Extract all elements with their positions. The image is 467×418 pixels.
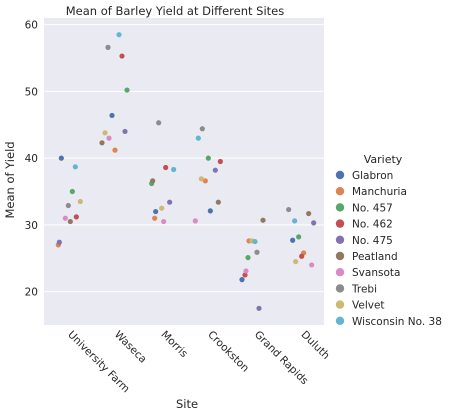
legend-marker: [335, 284, 345, 293]
data-point-no-457: [296, 234, 302, 240]
data-point-no-462: [119, 53, 125, 59]
data-point-svansota: [243, 268, 249, 274]
legend-title: Variety: [364, 153, 403, 166]
data-point-glabron: [290, 237, 296, 243]
y-axis-label: Mean of Yield: [3, 141, 17, 218]
data-point-velvet: [77, 198, 83, 205]
data-point-trebi: [65, 202, 71, 209]
legend-label: Svansota: [352, 267, 400, 279]
legend: Variety Glabron Manchuria No. 457 No. 462 No…: [335, 153, 442, 328]
legend-marker: [335, 235, 345, 244]
data-point-no-475: [256, 305, 262, 311]
x-axis-label: Site: [176, 397, 198, 411]
legend-label: No. 475: [352, 235, 393, 247]
data-point-svansota: [62, 215, 68, 221]
y-tick-label: 40: [25, 153, 38, 165]
data-point-svansota: [192, 218, 198, 224]
legend-label: Manchuria: [352, 186, 407, 198]
data-point-manchuria: [152, 215, 158, 221]
data-point-wisconsin-no-38: [171, 166, 177, 173]
y-tick-label: 60: [25, 20, 38, 32]
data-point-peatland: [306, 210, 312, 217]
y-tick-label: 30: [25, 220, 38, 232]
data-point-no-457: [245, 254, 251, 261]
data-point-no-462: [242, 272, 248, 278]
data-point-manchuria: [202, 178, 208, 184]
data-point-no-462: [163, 164, 169, 171]
data-point-no-462: [217, 158, 223, 165]
data-point-wisconsin-no-38: [292, 218, 298, 224]
data-point-trebi: [254, 249, 260, 255]
data-point-peatland: [260, 217, 266, 223]
legend-label: Glabron: [352, 170, 393, 182]
data-point-wisconsin-no-38: [195, 135, 201, 141]
data-point-peatland: [99, 140, 105, 146]
data-point-no-475: [311, 220, 317, 226]
x-tick-label: Waseca: [112, 329, 149, 366]
legend-marker: [335, 170, 345, 180]
data-point-no-457: [124, 87, 130, 93]
data-point-glabron: [239, 277, 245, 283]
data-point-svansota: [106, 135, 112, 141]
data-point-velvet: [198, 176, 204, 182]
legend-label: Trebi: [351, 283, 377, 295]
data-point-trebi: [286, 206, 292, 213]
data-point-glabron: [109, 112, 115, 119]
data-point-trebi: [105, 44, 111, 50]
y-axis-ticks: 20 30 40 50 60: [25, 20, 38, 299]
data-point-velvet: [102, 130, 108, 136]
legend-marker: [335, 251, 345, 261]
scatter-points: [55, 32, 317, 311]
legend-label: No. 457: [352, 202, 393, 214]
data-point-velvet: [293, 258, 299, 265]
data-point-wisconsin-no-38: [252, 238, 258, 245]
data-point-trebi: [199, 126, 205, 132]
data-point-glabron: [58, 155, 64, 161]
data-point-glabron: [153, 208, 159, 215]
legend-label: Velvet: [352, 300, 385, 312]
legend-marker: [335, 203, 345, 212]
data-point-peatland: [215, 199, 221, 205]
data-point-peatland: [67, 218, 73, 225]
legend-marker: [335, 187, 345, 196]
chart-title: Mean of Barley Yield at Different Sites: [66, 4, 285, 18]
legend-label: Peatland: [352, 251, 398, 263]
data-point-no-475: [167, 199, 173, 205]
data-point-wisconsin-no-38: [72, 164, 78, 170]
data-point-no-475: [212, 167, 218, 173]
data-point-no-475: [122, 128, 128, 135]
legend-marker: [335, 316, 345, 325]
data-point-peatland: [150, 178, 156, 184]
legend-marker: [335, 300, 345, 309]
data-point-no-457: [205, 155, 211, 161]
data-point-no-475: [56, 239, 62, 245]
x-tick-label: Crookston: [205, 329, 251, 375]
data-point-no-457: [69, 188, 75, 195]
data-point-no-462: [73, 214, 79, 220]
legend-marker: [335, 268, 345, 277]
legend-label: No. 462: [352, 219, 393, 231]
x-tick-label: Morris: [159, 329, 190, 360]
data-point-svansota: [309, 262, 315, 268]
x-tick-label: Duluth: [299, 329, 332, 362]
data-point-velvet: [159, 205, 165, 211]
data-point-svansota: [161, 218, 167, 225]
legend-marker: [335, 219, 345, 228]
legend-label: Wisconsin No. 38: [352, 316, 442, 328]
data-point-glabron: [207, 208, 213, 214]
y-tick-label: 20: [25, 287, 38, 299]
y-tick-label: 50: [25, 86, 38, 98]
gridlines: [44, 24, 324, 293]
data-point-manchuria: [112, 147, 118, 153]
data-point-trebi: [156, 120, 162, 126]
data-point-wisconsin-no-38: [116, 32, 122, 38]
plot-area: [44, 18, 324, 325]
data-point-no-462: [299, 253, 305, 259]
